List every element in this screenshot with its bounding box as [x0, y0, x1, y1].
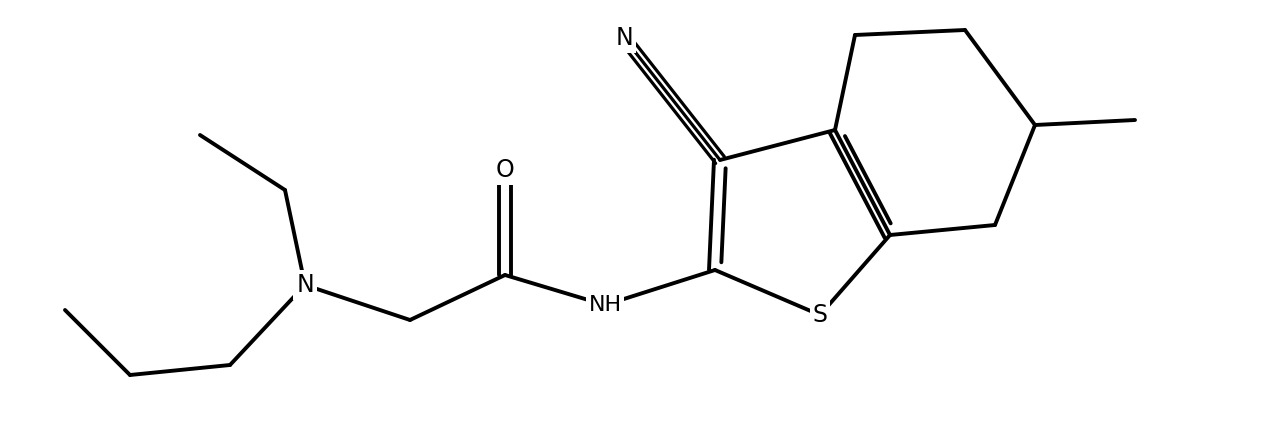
Text: O: O: [495, 158, 514, 182]
Text: S: S: [813, 303, 827, 327]
Text: NH: NH: [589, 295, 621, 315]
Text: N: N: [296, 273, 314, 297]
Text: N: N: [616, 26, 633, 50]
